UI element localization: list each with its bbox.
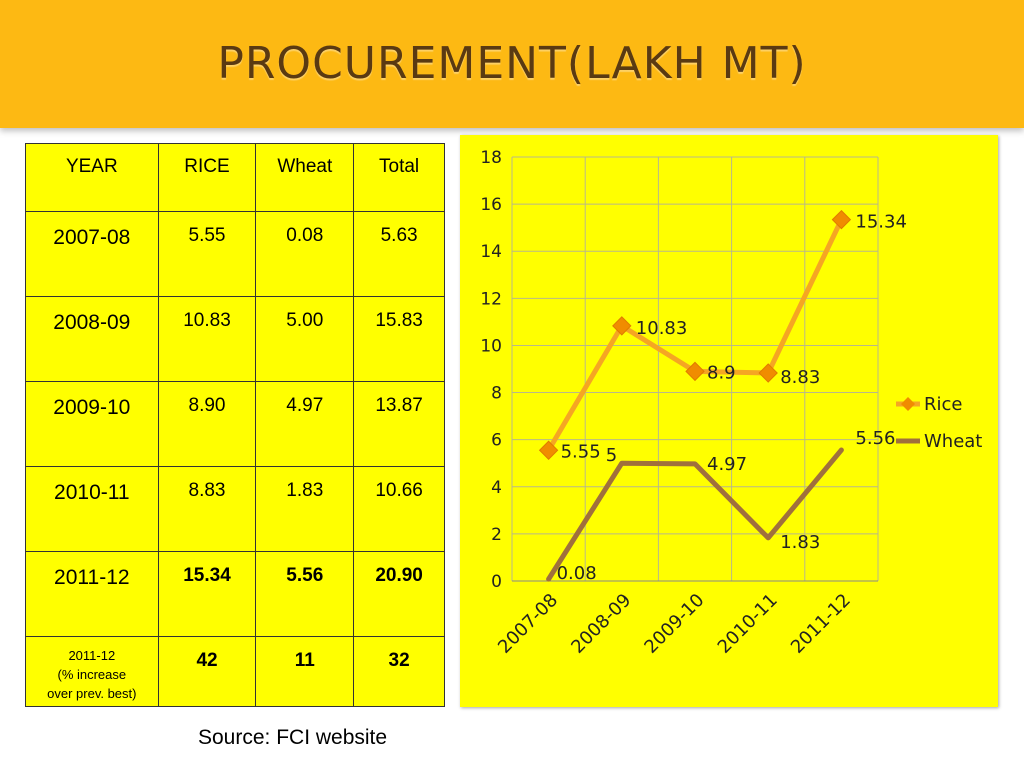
percent-label-line: 2011-12 [68,648,116,663]
cell-total: 13.87 [353,381,445,467]
slide-title: Procurement(lakh MT) [217,38,807,89]
y-tick-label: 6 [491,431,502,451]
cell-total: 15.83 [353,296,445,382]
legend-label-rice: Rice [924,394,962,415]
y-tick-label: 0 [491,572,502,592]
title-banner: Procurement(lakh MT) [0,0,1024,128]
data-label-wheat: 1.83 [780,532,820,553]
x-tick-label: 2010-11 [714,590,782,658]
y-tick-label: 10 [480,336,502,356]
percent-label-line: over prev. best) [47,685,137,701]
header-total: Total [353,143,445,212]
cell-wheat-percent: 11 [255,636,355,707]
x-tick-label: 2009-10 [640,590,708,658]
cell-total: 5.63 [353,211,445,297]
data-label-rice: 8.9 [707,362,736,383]
cell-percent-label: 2011-12 (% increase over prev. best) [25,636,159,707]
cell-year: 2010-11 [25,466,159,552]
chart-panel: 0 2 4 6 8 10 12 14 16 18 2007-08 2008-09 2009-10 2010… [460,135,998,707]
procurement-line-chart: 0 2 4 6 8 10 12 14 16 18 2007-08 2008-09 2009-10 2010… [480,148,982,658]
table-row: 2010-11 8.83 1.83 10.66 [25,466,445,552]
data-point-rice [685,361,705,382]
legend-marker-rice [901,397,915,411]
y-tick-label: 18 [480,148,502,168]
data-label-wheat: 4.97 [707,454,747,475]
cell-wheat: 5.56 [255,551,355,637]
cell-year: 2007-08 [25,211,159,297]
cell-rice: 8.90 [157,381,257,467]
cell-year: 2009-10 [25,381,159,467]
cell-wheat: 0.08 [255,211,355,297]
cell-total: 10.66 [353,466,445,552]
cell-rice-percent: 42 [157,636,257,707]
procurement-table: YEAR RICE Wheat Total 2007-08 5.55 0.08 … [25,143,445,707]
cell-rice: 8.83 [157,466,257,552]
header-wheat: Wheat [255,143,355,212]
data-point-rice [538,440,559,460]
series-line-rice [546,217,844,453]
cell-rice: 5.55 [157,211,257,297]
source-note: Source: FCI website [198,726,388,749]
cell-rice: 10.83 [157,296,257,382]
legend-label-wheat: Wheat [924,431,982,452]
data-point-rice [612,316,632,336]
x-tick-label: 2011-12 [787,590,855,658]
data-label-rice: 8.83 [780,367,820,388]
data-label-rice: 5.55 [561,441,601,462]
cell-year: 2011-12 [25,551,159,637]
y-tick-label: 2 [491,525,502,545]
y-tick-label: 14 [480,242,502,262]
table-row: 2009-10 8.90 4.97 13.87 [25,381,445,467]
x-tick-label: 2007-08 [494,590,562,658]
table-row: 2011-12 15.34 5.56 20.90 [25,551,445,637]
header-rice: RICE [157,143,257,212]
table-row: 2008-09 10.83 5.00 15.83 [25,296,445,382]
y-tick-label: 4 [491,478,502,498]
table-row-percent-increase: 2011-12 (% increase over prev. best) 42 … [25,636,445,707]
data-label-wheat: 5.56 [855,428,895,449]
data-label-wheat: 5 [606,445,617,466]
x-tick-label: 2008-09 [567,590,635,658]
table-header-row: YEAR RICE Wheat Total [25,143,445,212]
y-tick-label: 16 [480,195,502,215]
data-label-rice: 15.34 [855,212,907,233]
series-line-wheat [546,447,844,582]
data-label-wheat: 0.08 [557,563,597,584]
data-point-rice [758,363,778,383]
data-label-rice: 10.83 [636,318,688,339]
y-tick-label: 8 [491,384,502,404]
data-point-rice [831,209,852,230]
y-tick-label: 12 [480,289,502,309]
cell-wheat: 5.00 [255,296,355,382]
cell-year: 2008-09 [25,296,159,382]
header-year: YEAR [25,143,159,212]
cell-wheat: 1.83 [255,466,355,552]
cell-total: 20.90 [353,551,445,637]
cell-total-percent: 32 [353,636,445,707]
cell-rice: 15.34 [157,551,257,637]
cell-wheat: 4.97 [255,381,355,467]
table-row: 2007-08 5.55 0.08 5.63 [25,211,445,297]
percent-label-line: (% increase [57,666,127,682]
